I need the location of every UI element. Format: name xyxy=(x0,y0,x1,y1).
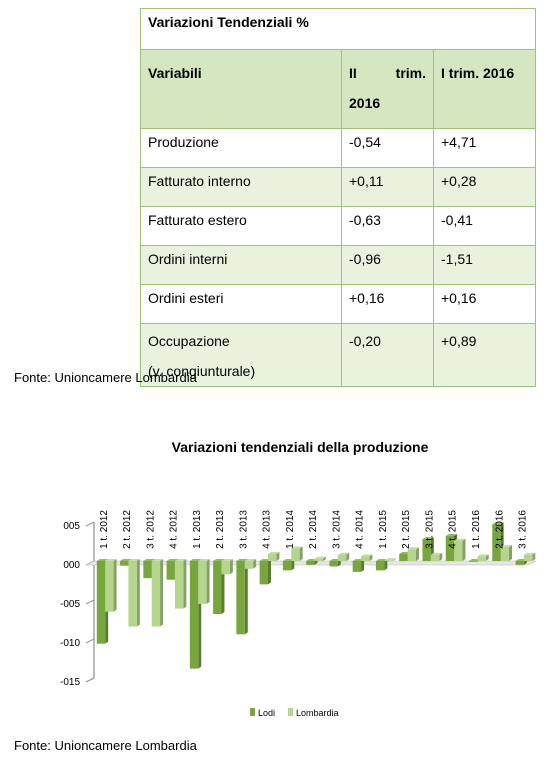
x-tick-label: 4 t. 2015 xyxy=(448,510,459,549)
bar-lombardia-6 xyxy=(221,559,233,575)
bar-lombardia-15 xyxy=(430,552,443,561)
bar-lombardia-16 xyxy=(454,538,466,561)
table-row: Occupazione (v. congiunturale) -0,20 +0,… xyxy=(140,323,536,387)
legend-swatch-lodi xyxy=(250,708,255,716)
x-tick-label: 1 t. 2012 xyxy=(99,510,110,549)
row-label: Fatturato estero xyxy=(140,206,342,246)
header-i-trim-2016: I trim. 2016 xyxy=(433,49,536,129)
x-tick-label: 2 t. 2013 xyxy=(215,510,226,549)
x-tick-label: 4 t. 2013 xyxy=(262,510,273,549)
x-tick-label: 3 t. 2014 xyxy=(331,510,342,549)
chart-labels: 005 000 -005 -010 -015 1 t. 2012 2 t. 2012 3 t.… xyxy=(60,510,529,688)
header-variabili: Variabili xyxy=(140,49,342,129)
x-tick-label: 2 t. 2015 xyxy=(401,510,412,549)
row-value-ii: -0,63 xyxy=(341,206,434,246)
row-label: Ordini interni xyxy=(140,245,342,285)
legend-swatch-lombardia xyxy=(288,708,293,716)
bar-lombardia-4 xyxy=(174,559,187,609)
row-label: Fatturato interno xyxy=(140,167,342,207)
legend-label-lombardia: Lombardia xyxy=(296,708,339,718)
row-value-i: +4,71 xyxy=(433,128,536,168)
y-tick-label: 000 xyxy=(63,560,80,571)
x-tick-label: 4 t. 2012 xyxy=(169,510,180,549)
y-tick-label: 005 xyxy=(63,521,80,532)
x-tick-label: 3 t. 2016 xyxy=(518,510,529,549)
y-tick-label: -015 xyxy=(60,677,80,688)
row-value-ii: -0,20 xyxy=(341,323,434,387)
row-value-i: +0,28 xyxy=(433,167,536,207)
row-value-ii: -0,96 xyxy=(341,245,434,285)
bar-lombardia-11 xyxy=(337,552,350,561)
row-label: Ordini esteri xyxy=(140,284,342,324)
row-value-i: +0,16 xyxy=(433,284,536,324)
bar-lodi-7 xyxy=(236,559,248,635)
row-value-ii: +0,11 xyxy=(341,167,434,207)
x-tick-label: 3 t. 2015 xyxy=(424,510,435,549)
production-bar-chart: Variazioni tendenziali della produzione … xyxy=(60,439,537,718)
table-row: Fatturato estero -0,63 -0,41 xyxy=(140,206,536,246)
y-tick xyxy=(85,521,95,527)
row-value-ii: +0,16 xyxy=(341,284,434,324)
x-tick-label: 2 t. 2016 xyxy=(494,510,505,549)
row-value-ii: -0,54 xyxy=(341,128,434,168)
bar-lombardia-9 xyxy=(291,546,303,561)
chart-legend: Lodi Lombardia xyxy=(250,708,339,718)
y-tick xyxy=(85,677,95,683)
y-tick-label: -005 xyxy=(60,599,80,610)
bar-lombardia-5 xyxy=(198,559,210,604)
bar-lombardia-12 xyxy=(361,554,373,561)
y-tick-label: -010 xyxy=(60,638,80,649)
x-tick-label: 1 t. 2016 xyxy=(471,510,482,549)
bar-lombardia-18 xyxy=(500,544,513,561)
table-row: Ordini esteri +0,16 +0,16 xyxy=(140,284,536,324)
row-value-i: -0,41 xyxy=(433,206,536,246)
x-tick-label: 4 t. 2014 xyxy=(355,510,366,549)
table-title: Variazioni Tendenziali % xyxy=(140,8,536,50)
x-tick-label: 1 t. 2015 xyxy=(378,510,389,549)
table-row: Produzione -0,54 +4,71 xyxy=(140,128,536,168)
variazioni-table: Variazioni Tendenziali % Variabili II tri… xyxy=(140,8,536,387)
legend-label-lodi: Lodi xyxy=(258,708,275,718)
bar-lombardia-14 xyxy=(407,547,419,561)
table-row: Ordini interni -0,96 -1,51 xyxy=(140,245,536,285)
chart-title: Variazioni tendenziali della produzione xyxy=(172,439,429,455)
bar-lombardia-19 xyxy=(523,552,536,561)
y-tick xyxy=(85,638,95,644)
header-ii-trim-2016: II trim. 2016 xyxy=(341,49,434,129)
chart-bars xyxy=(96,522,536,669)
table-header-row: Variabili II trim. 2016 I trim. 2016 xyxy=(140,49,536,129)
x-tick-label: 1 t. 2014 xyxy=(285,510,296,549)
y-tick xyxy=(85,599,95,605)
row-value-i: -1,51 xyxy=(433,245,536,285)
bar-lombardia-1 xyxy=(105,559,117,612)
x-tick-label: 2 t. 2014 xyxy=(308,510,319,549)
source-note: Fonte: Unioncamere Lombardia xyxy=(14,370,197,385)
bar-lombardia-2 xyxy=(128,559,140,627)
bar-lombardia-8 xyxy=(268,551,280,561)
bar-lombardia-10 xyxy=(314,556,326,561)
row-label: Produzione xyxy=(140,128,342,168)
x-tick-label: 3 t. 2013 xyxy=(238,510,249,549)
bar-lombardia-3 xyxy=(151,559,164,627)
row-label: Occupazione (v. congiunturale) xyxy=(140,323,342,387)
source-note-2: Fonte: Unioncamere Lombardia xyxy=(14,738,197,753)
bar-lodi-8 xyxy=(259,559,272,585)
bar-lombardia-17 xyxy=(477,554,489,561)
row-value-i: +0,89 xyxy=(433,323,536,387)
bar-lombardia-7 xyxy=(244,559,257,569)
x-tick-label: 3 t. 2012 xyxy=(145,510,156,549)
x-tick-label: 1 t. 2013 xyxy=(192,510,203,549)
table-row: Fatturato interno +0,11 +0,28 xyxy=(140,167,536,207)
x-tick-label: 2 t. 2012 xyxy=(122,510,133,549)
bar-lombardia-13 xyxy=(384,558,396,562)
